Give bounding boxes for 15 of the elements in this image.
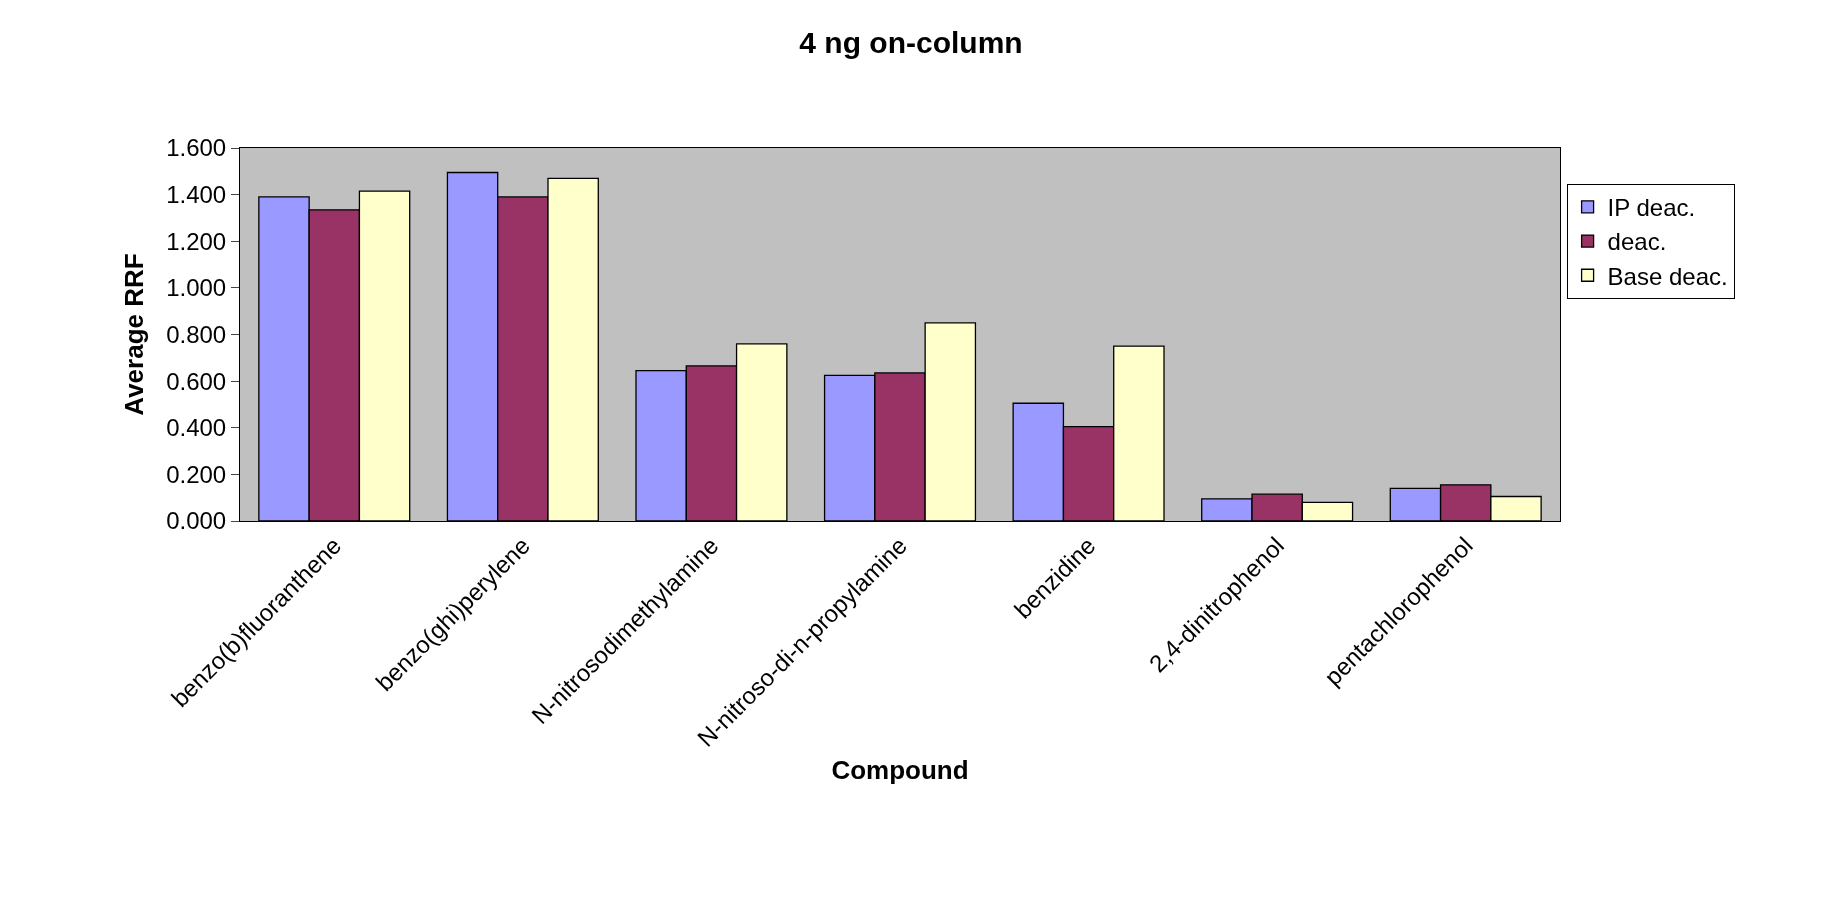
y-tick-label: 1.200 [166, 227, 227, 255]
y-tick-label: 0.200 [166, 460, 227, 488]
legend-label: deac. [1607, 228, 1667, 256]
y-tick-label: 1.400 [166, 181, 227, 209]
y-tick-label: 0.600 [166, 367, 227, 395]
y-tick-label: 0.400 [166, 414, 227, 442]
y-tick-label: 1.000 [166, 274, 227, 302]
y-tick-label: 0.800 [166, 320, 227, 348]
legend-label: Base deac. [1607, 262, 1728, 290]
y-axis-title: Average RRF [118, 253, 149, 416]
legend-label: IP deac. [1607, 194, 1696, 222]
y-tick-label: 1.600 [166, 134, 227, 162]
chart-title: 4 ng on-column [799, 26, 1023, 60]
x-axis-title: Compound [831, 755, 969, 786]
y-tick-label: 0.000 [166, 507, 227, 535]
